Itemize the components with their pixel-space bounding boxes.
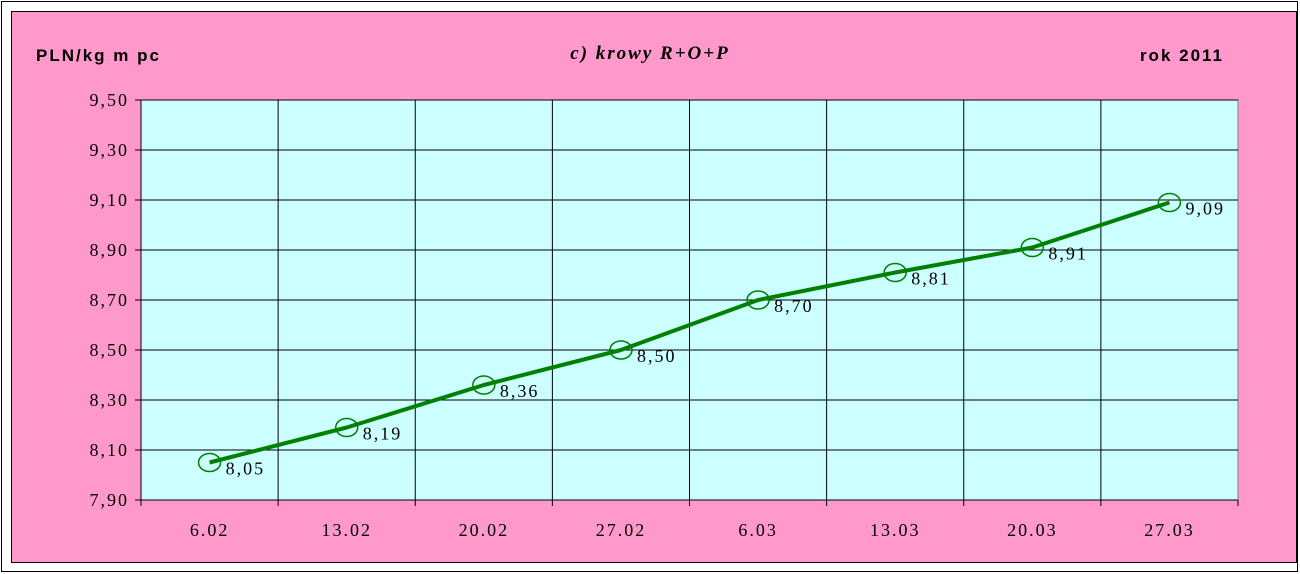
x-tick-labels: 6.02 13.02 20.02 27.02 6.03 13.03 20.03 27.03 <box>190 520 1195 540</box>
series-line <box>209 200 1171 465</box>
data-label: 8,19 <box>363 424 403 444</box>
data-label: 8,50 <box>637 346 677 366</box>
series-group <box>197 192 1182 473</box>
data-label: 8,05 <box>226 459 266 479</box>
data-label: 8,91 <box>1048 244 1088 264</box>
y-axis-unit-label: PLN/kg m pc <box>36 46 161 65</box>
y-tick-label: 8,90 <box>90 240 130 260</box>
data-point-marker <box>472 375 496 395</box>
data-point-marker <box>609 340 633 360</box>
data-label: 8,70 <box>774 296 814 316</box>
data-label: 8,81 <box>911 269 951 289</box>
data-label: 9,09 <box>1185 199 1225 219</box>
chart-title: c) krowy R+O+P <box>570 43 730 64</box>
x-tick-label: 6.02 <box>190 520 230 540</box>
x-tick-label: 20.02 <box>459 520 510 540</box>
x-tick-label: 13.02 <box>321 520 372 540</box>
data-point-marker <box>1157 192 1182 213</box>
data-label: 8,36 <box>500 381 540 401</box>
data-point-marker <box>197 452 222 473</box>
data-point-marker <box>746 290 770 310</box>
y-tick-label: 9,30 <box>90 140 130 160</box>
axes <box>135 99 1239 506</box>
data-point-marker <box>334 417 359 438</box>
y-tick-label: 9,10 <box>90 190 130 210</box>
x-tick-label: 6.03 <box>738 520 778 540</box>
x-tick-label: 13.03 <box>870 520 921 540</box>
y-tick-label: 7,90 <box>90 490 130 510</box>
y-tick-label: 9,50 <box>90 90 130 110</box>
y-tick-label: 8,50 <box>90 340 130 360</box>
data-point-marker <box>1020 237 1045 258</box>
data-labels: 8,05 8,19 8,36 8,50 8,70 8,81 8,91 9,09 <box>226 199 1225 479</box>
y-tick-labels: 7,90 8,10 8,30 8,50 8,70 8,90 9,10 9,30 9,50 <box>90 90 130 510</box>
y-tick-label: 8,30 <box>90 390 130 410</box>
data-point-marker <box>883 262 907 283</box>
x-tick-label: 27.03 <box>1144 520 1195 540</box>
x-tick-label: 20.03 <box>1007 520 1058 540</box>
year-label: rok 2011 <box>1139 46 1224 65</box>
x-tick-label: 27.02 <box>596 520 647 540</box>
y-tick-label: 8,70 <box>90 290 130 310</box>
y-tick-label: 8,10 <box>90 440 130 460</box>
